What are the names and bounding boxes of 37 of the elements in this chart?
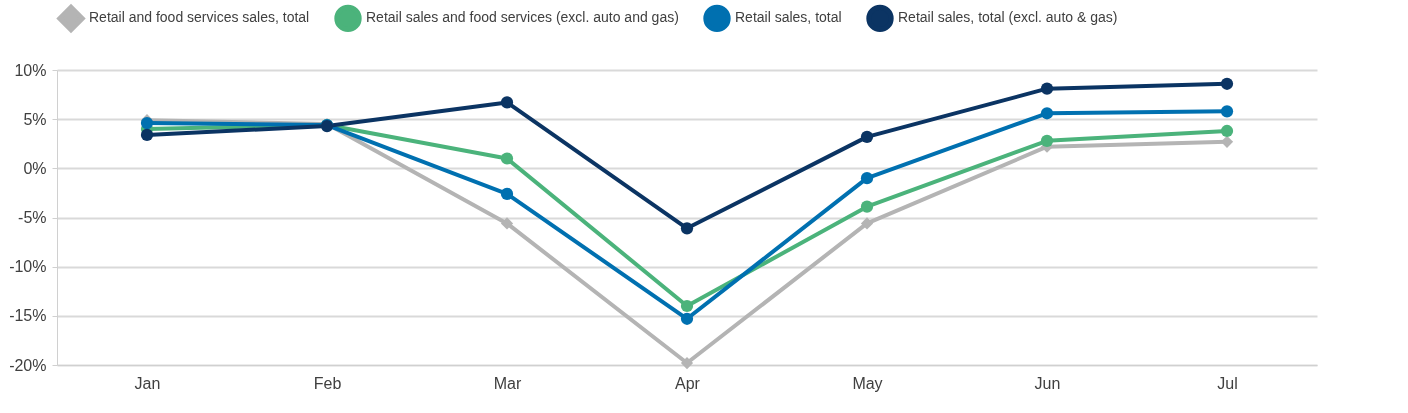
- y-tick-label: 0%: [23, 159, 47, 177]
- legend-label: Retail and food services sales, total: [89, 9, 310, 26]
- point: [680, 312, 694, 325]
- x-tick-label: Mar: [493, 374, 522, 392]
- x-tick-label: Jan: [134, 374, 161, 392]
- point: [1040, 82, 1054, 95]
- y-tick-label: 10%: [14, 61, 47, 79]
- legend-label: Retail sales, total (excl. auto & gas): [898, 9, 1118, 26]
- x-tick-label: Jun: [1034, 374, 1061, 392]
- y-tick-label: -5%: [18, 209, 47, 226]
- point: [1220, 105, 1234, 118]
- point: [680, 222, 694, 235]
- x-tick-label: Feb: [313, 374, 342, 392]
- point: [680, 299, 694, 313]
- y-tick-label: 5%: [23, 110, 47, 128]
- point: [500, 96, 514, 109]
- x-tick-label: Jul: [1217, 374, 1238, 392]
- point: [1220, 124, 1234, 138]
- point: [860, 217, 874, 230]
- point: [860, 200, 874, 213]
- y-tick-label: -10%: [9, 258, 47, 276]
- point: [500, 152, 514, 165]
- point: [140, 128, 154, 142]
- x-tick-label: Apr: [675, 374, 701, 392]
- point: [1040, 134, 1054, 147]
- x-tick-label: May: [852, 374, 883, 392]
- point: [500, 187, 514, 201]
- point: [860, 130, 874, 143]
- point: [500, 217, 514, 230]
- legend-label: Retail sales, total: [735, 9, 842, 26]
- point: [860, 172, 874, 185]
- y-tick-label: -20%: [9, 356, 47, 374]
- point: [680, 356, 694, 370]
- legend-label: Retail sales and food services (excl. auto and gas): [366, 9, 679, 26]
- point: [1220, 77, 1234, 90]
- y-tick-label: -15%: [9, 307, 47, 325]
- point: [1040, 107, 1054, 120]
